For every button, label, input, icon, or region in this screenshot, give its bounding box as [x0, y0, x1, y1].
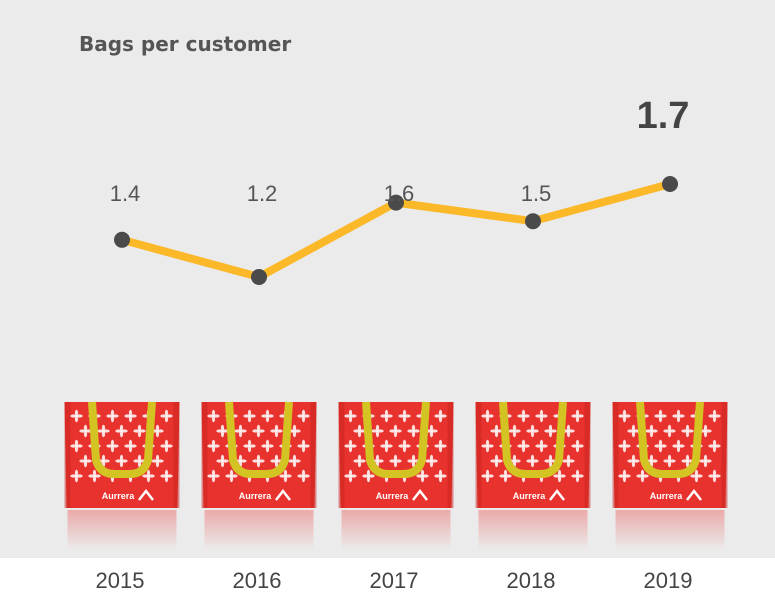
bag-brand-logo: Aurrera	[376, 491, 410, 501]
shopping-bag-2015: Aurrera	[64, 401, 180, 550]
shopping-bag-2019: Aurrera	[612, 401, 728, 550]
data-point-2016	[251, 269, 267, 285]
x-tick-label-2018: 2018	[507, 568, 556, 593]
bag-brand-logo: Aurrera	[650, 491, 684, 501]
data-label-2018: 1.5	[521, 181, 552, 206]
data-label-2016: 1.2	[247, 181, 278, 206]
data-point-2015	[114, 231, 130, 248]
x-tick-label-2016: 2016	[233, 568, 282, 593]
chart-title: Bags per customer	[79, 32, 292, 56]
bag-brand-logo: Aurrera	[513, 491, 547, 501]
data-point-2019	[662, 176, 678, 192]
data-point-2017	[388, 194, 404, 211]
data-label-2019: 1.7	[637, 95, 690, 137]
shopping-bag-2016: Aurrera	[201, 401, 317, 550]
x-tick-label-2015: 2015	[96, 568, 145, 593]
shopping-bag-2017: Aurrera	[338, 401, 454, 550]
data-point-2018	[525, 213, 541, 230]
data-label-2015: 1.4	[110, 181, 141, 206]
bag-brand-logo: Aurrera	[239, 491, 273, 501]
x-tick-label-2017: 2017	[370, 568, 419, 593]
bag-brand-logo: Aurrera	[102, 491, 136, 501]
x-tick-label-2019: 2019	[644, 568, 693, 593]
shopping-bag-2018: Aurrera	[475, 401, 591, 550]
data-label-2017: 1.6	[384, 181, 415, 206]
